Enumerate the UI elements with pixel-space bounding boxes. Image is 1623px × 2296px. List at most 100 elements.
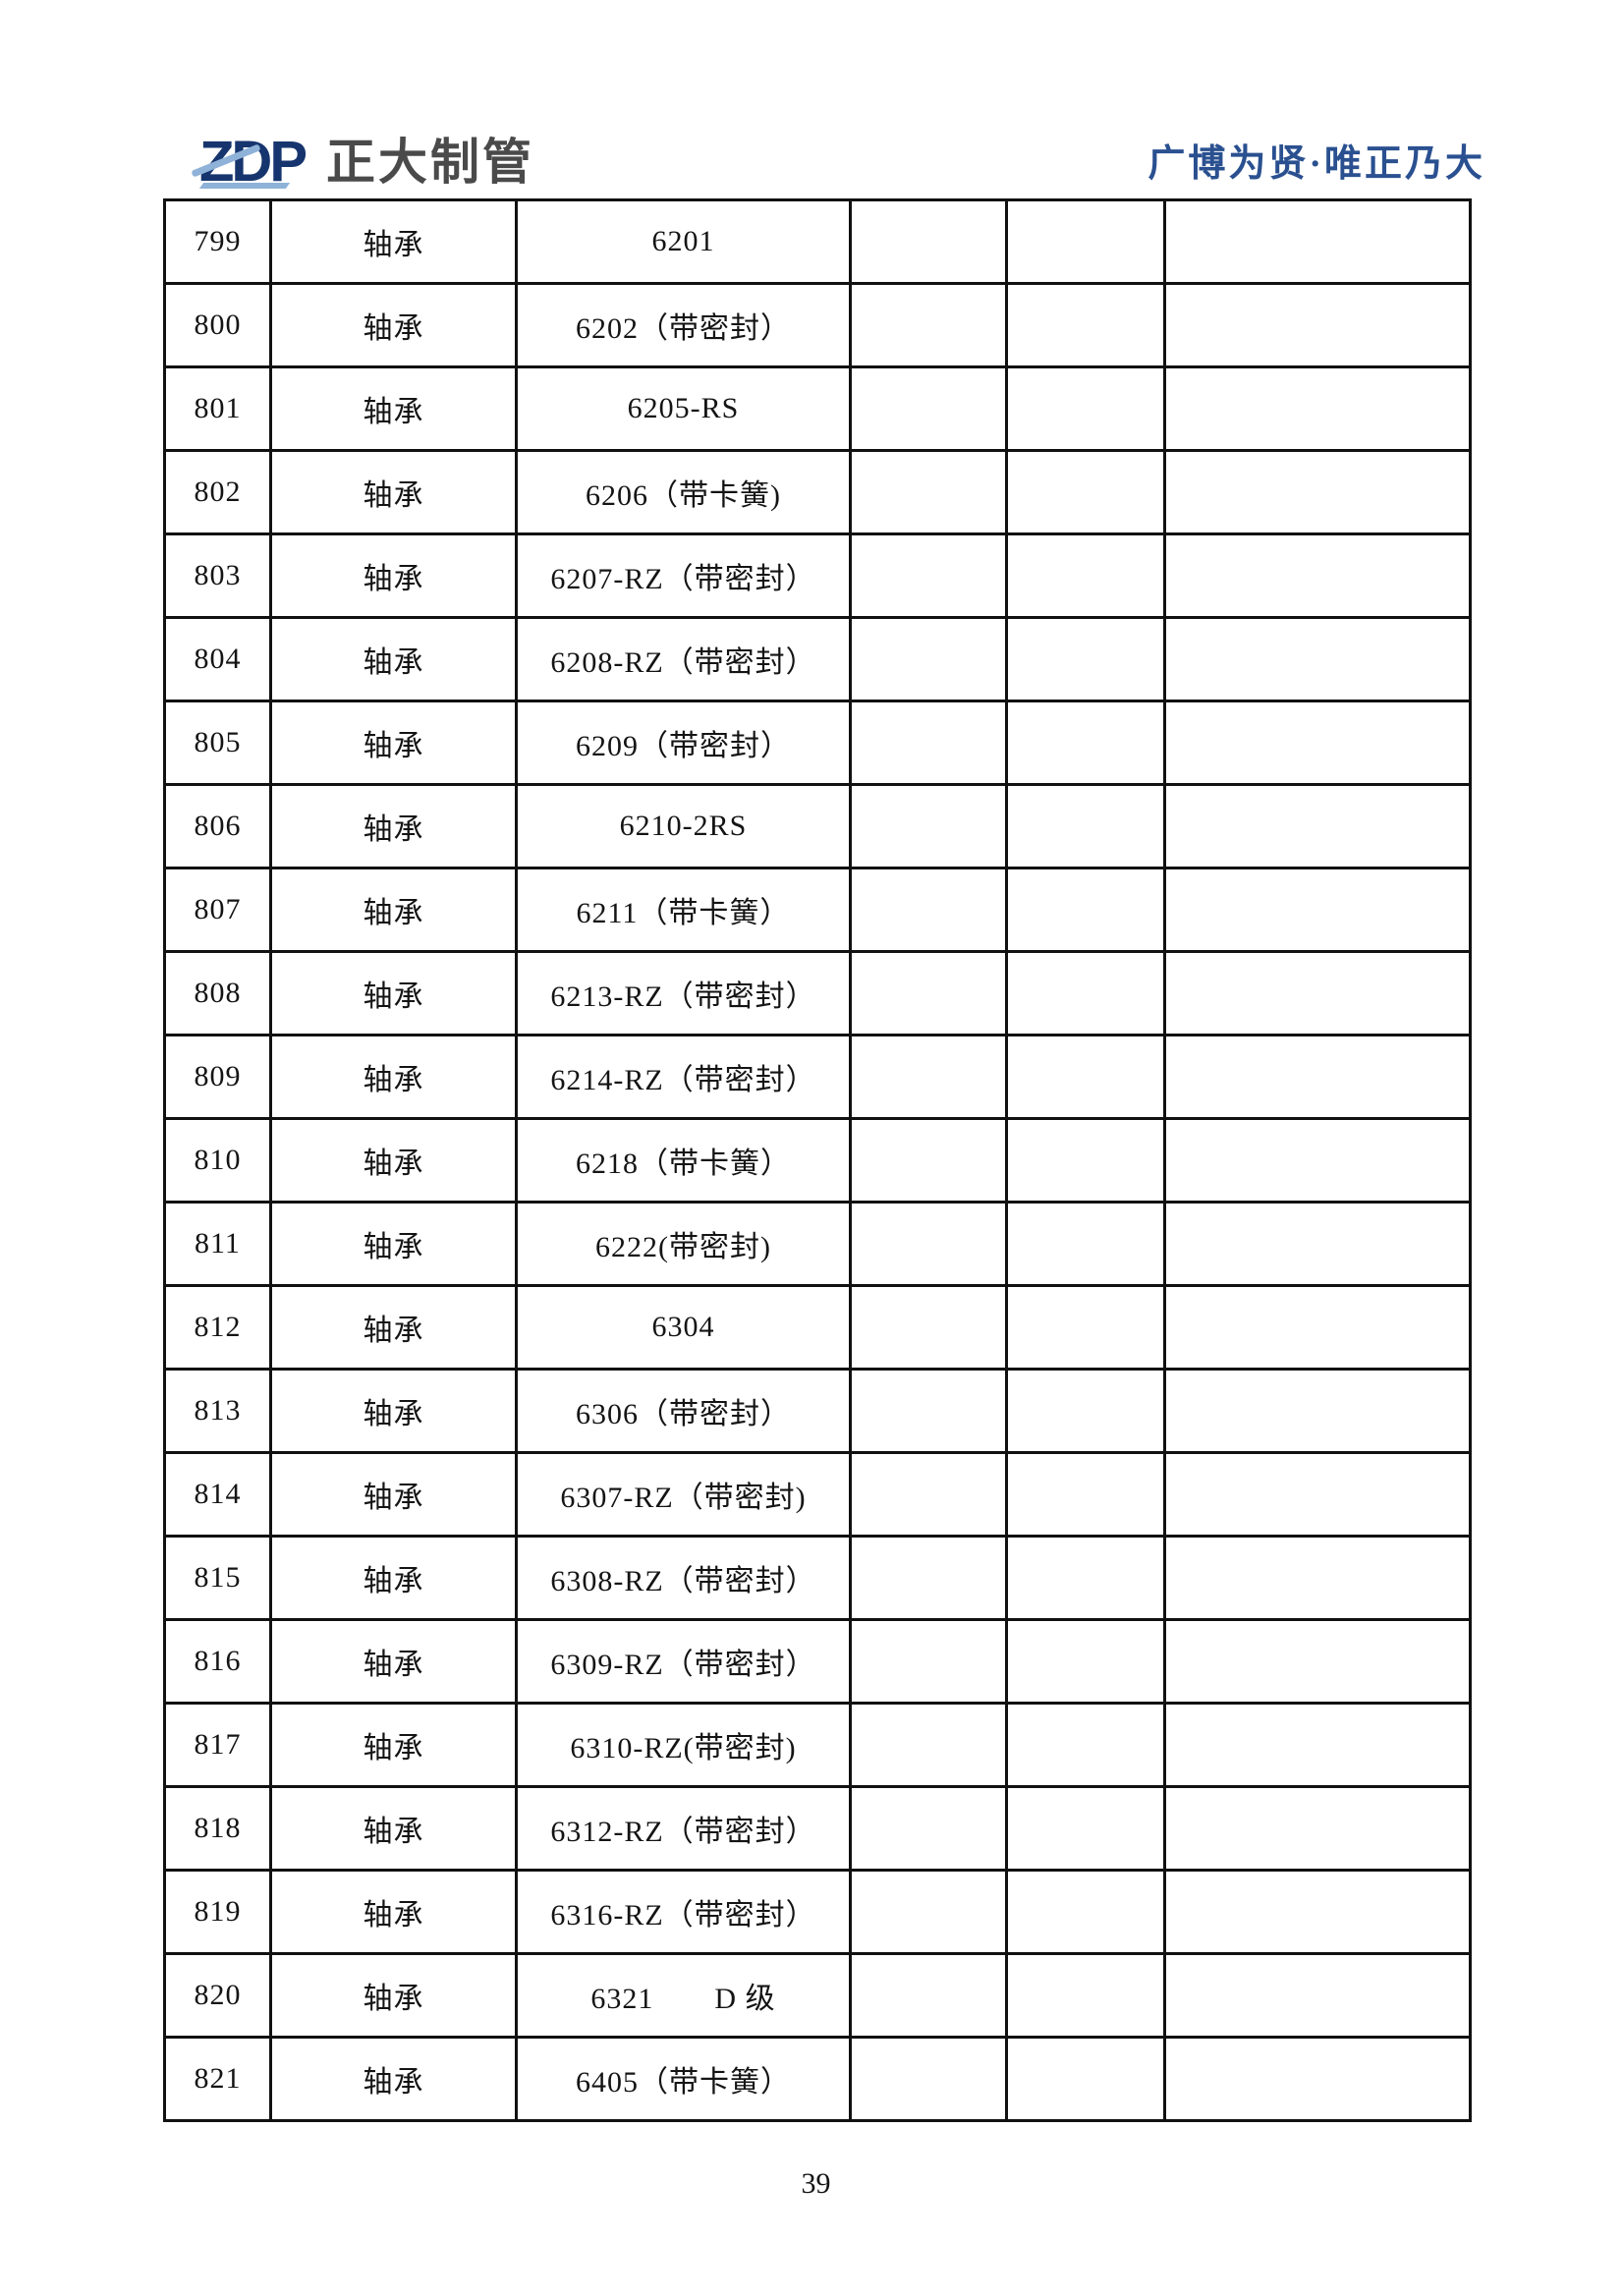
row-index-cell: 802	[163, 449, 272, 535]
empty-cell	[1005, 616, 1166, 702]
part-model-cell: 6218（带卡簧）	[515, 1117, 852, 1204]
table-row: 821 轴承 6405（带卡簧）	[163, 2036, 1472, 2122]
part-name-cell: 轴承	[269, 867, 518, 953]
empty-cell	[849, 783, 1008, 869]
empty-cell	[849, 616, 1008, 702]
part-name-cell: 轴承	[269, 365, 518, 452]
row-index-cell: 818	[163, 1785, 272, 1872]
parts-table-body: 799 轴承 6201 800 轴承 6202（带密封） 801 轴承 6205…	[163, 198, 1472, 2122]
empty-cell	[849, 532, 1008, 619]
empty-cell	[849, 1451, 1008, 1538]
part-model-cell: 6206（带卡簧)	[515, 449, 852, 535]
empty-cell	[849, 1034, 1008, 1120]
table-row: 805 轴承 6209（带密封）	[163, 700, 1472, 786]
empty-cell	[1005, 1284, 1166, 1371]
empty-cell	[1005, 700, 1166, 786]
row-index-cell: 809	[163, 1034, 272, 1120]
part-name-cell: 轴承	[269, 198, 518, 285]
part-model-cell: 6209（带密封）	[515, 700, 852, 786]
row-index-cell: 815	[163, 1535, 272, 1621]
part-model-cell: 6222(带密封)	[515, 1201, 852, 1287]
table-row: 820 轴承 6321 D 级	[163, 1952, 1472, 2039]
empty-cell	[1005, 867, 1166, 953]
empty-cell	[1163, 532, 1472, 619]
empty-cell	[849, 1952, 1008, 2039]
empty-cell	[1163, 616, 1472, 702]
part-model-cell: 6208-RZ（带密封）	[515, 616, 852, 702]
empty-cell	[1163, 1034, 1472, 1120]
empty-cell	[1163, 1535, 1472, 1621]
table-row: 818 轴承 6312-RZ（带密封）	[163, 1785, 1472, 1872]
empty-cell	[1005, 1451, 1166, 1538]
table-row: 806 轴承 6210-2RS	[163, 783, 1472, 869]
empty-cell	[1163, 950, 1472, 1036]
empty-cell	[1005, 1117, 1166, 1204]
empty-cell	[1163, 1952, 1472, 2039]
part-model-cell: 6214-RZ（带密封）	[515, 1034, 852, 1120]
empty-cell	[1005, 282, 1166, 368]
part-name-cell: 轴承	[269, 1702, 518, 1788]
row-index-cell: 799	[163, 198, 272, 285]
table-row: 817 轴承 6310-RZ(带密封)	[163, 1702, 1472, 1788]
empty-cell	[1163, 1284, 1472, 1371]
row-index-cell: 810	[163, 1117, 272, 1204]
empty-cell	[1163, 1702, 1472, 1788]
row-index-cell: 806	[163, 783, 272, 869]
table-row: 803 轴承 6207-RZ（带密封）	[163, 532, 1472, 619]
empty-cell	[849, 700, 1008, 786]
row-index-cell: 800	[163, 282, 272, 368]
table-row: 809 轴承 6214-RZ（带密封）	[163, 1034, 1472, 1120]
part-name-cell: 轴承	[269, 1535, 518, 1621]
empty-cell	[1005, 449, 1166, 535]
empty-cell	[849, 950, 1008, 1036]
empty-cell	[1005, 1785, 1166, 1872]
empty-cell	[849, 282, 1008, 368]
empty-cell	[1163, 2036, 1472, 2122]
empty-cell	[1163, 282, 1472, 368]
empty-cell	[849, 365, 1008, 452]
empty-cell	[1005, 198, 1166, 285]
table-row: 815 轴承 6308-RZ（带密封）	[163, 1535, 1472, 1621]
empty-cell	[849, 2036, 1008, 2122]
part-name-cell: 轴承	[269, 1201, 518, 1287]
table-row: 810 轴承 6218（带卡簧）	[163, 1117, 1472, 1204]
part-name-cell: 轴承	[269, 282, 518, 368]
row-index-cell: 811	[163, 1201, 272, 1287]
row-index-cell: 816	[163, 1618, 272, 1705]
empty-cell	[1163, 449, 1472, 535]
row-index-cell: 805	[163, 700, 272, 786]
empty-cell	[1005, 1034, 1166, 1120]
table-row: 799 轴承 6201	[163, 198, 1472, 285]
part-name-cell: 轴承	[269, 950, 518, 1036]
part-model-cell: 6306（带密封）	[515, 1368, 852, 1454]
empty-cell	[1163, 783, 1472, 869]
row-index-cell: 804	[163, 616, 272, 702]
empty-cell	[1005, 1368, 1166, 1454]
row-index-cell: 801	[163, 365, 272, 452]
part-model-cell: 6312-RZ（带密封）	[515, 1785, 852, 1872]
empty-cell	[849, 1535, 1008, 1621]
empty-cell	[1005, 1869, 1166, 1955]
part-model-cell: 6304	[515, 1284, 852, 1371]
part-name-cell: 轴承	[269, 1284, 518, 1371]
row-index-cell: 817	[163, 1702, 272, 1788]
empty-cell	[849, 867, 1008, 953]
empty-cell	[849, 1869, 1008, 1955]
part-name-cell: 轴承	[269, 616, 518, 702]
table-row: 804 轴承 6208-RZ（带密封）	[163, 616, 1472, 702]
empty-cell	[1163, 867, 1472, 953]
empty-cell	[1163, 365, 1472, 452]
empty-cell	[1005, 950, 1166, 1036]
part-model-cell: 6205-RS	[515, 365, 852, 452]
empty-cell	[849, 1618, 1008, 1705]
part-name-cell: 轴承	[269, 449, 518, 535]
company-motto: 广博为贤·唯正乃大	[1147, 143, 1485, 185]
row-index-cell: 820	[163, 1952, 272, 2039]
page-number: 39	[801, 2167, 831, 2200]
part-model-cell: 6307-RZ（带密封)	[515, 1451, 852, 1538]
empty-cell	[1005, 1201, 1166, 1287]
part-model-cell: 6213-RZ（带密封）	[515, 950, 852, 1036]
empty-cell	[1005, 1535, 1166, 1621]
part-name-cell: 轴承	[269, 1869, 518, 1955]
